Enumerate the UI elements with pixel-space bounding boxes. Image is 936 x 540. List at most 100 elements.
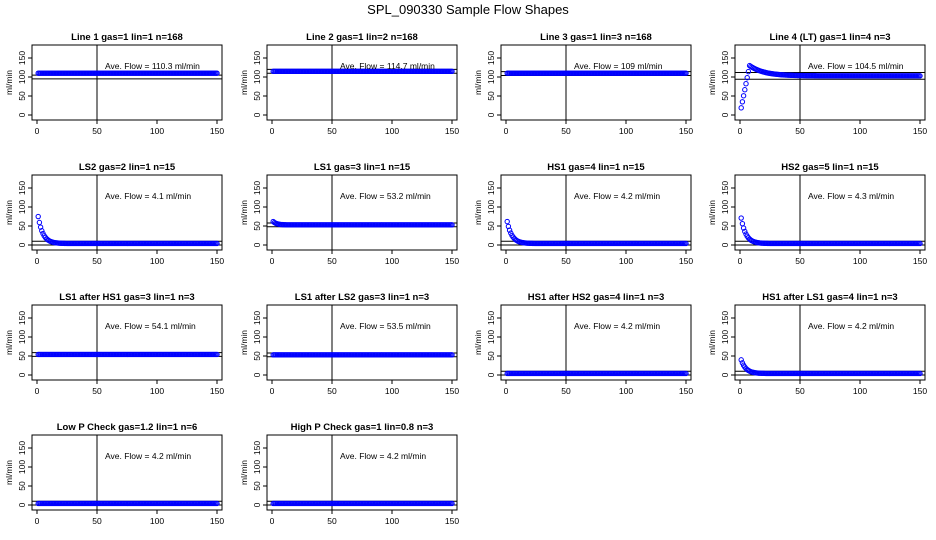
data-point [39, 228, 45, 234]
y-tick-label: 0 [720, 372, 730, 377]
x-tick-label: 150 [913, 256, 927, 266]
ave-flow-annotation: Ave. Flow = 4.1 ml/min [105, 191, 191, 201]
panel-12: HS1 after LS1 gas=4 lin=1 n=3 0 50 100 150 0 5… [707, 292, 927, 396]
y-tick-label: 50 [17, 481, 27, 491]
x-tick-label: 50 [561, 126, 571, 136]
plot-frame [266, 434, 458, 511]
ave-flow-annotation: Ave. Flow = 104.5 ml/min [808, 61, 904, 71]
x-tick-label: 100 [385, 256, 399, 266]
x-tick-label: 0 [738, 386, 743, 396]
y-tick-label: 0 [252, 372, 262, 377]
data-point [214, 500, 220, 507]
data-points [738, 215, 923, 247]
data-point [739, 220, 746, 227]
data-point [449, 352, 455, 358]
data-points [35, 70, 220, 76]
panel-title: LS1 after LS2 gas=3 lin=1 n=3 [295, 292, 429, 303]
y-tick-label: 50 [486, 91, 496, 101]
panel-5: LS2 gas=2 lin=1 n=150 50 100 150050100150ml… [4, 162, 224, 266]
plot-frame [734, 44, 926, 121]
y-tick-label: 150 [486, 181, 496, 195]
y-tick-label: 0 [17, 112, 27, 117]
panel-4: Line 4 (LT) gas=1 lin=4 n=3 0 50 100 150 0 50 1… [707, 32, 927, 136]
x-tick-label: 100 [150, 256, 164, 266]
panel-8: HS2 gas=5 lin=1 n=150 50 100 150050100150ml… [707, 162, 927, 266]
y-tick-label: 100 [252, 330, 262, 344]
panel-title: LS2 gas=2 lin=1 n=15 [79, 162, 176, 173]
x-tick-label: 0 [35, 516, 40, 526]
data-point [35, 213, 41, 220]
x-tick-label: 150 [913, 126, 927, 136]
panel-title: HS1 gas=4 lin=1 n=15 [547, 162, 645, 173]
y-tick-label: 50 [720, 351, 730, 361]
x-tick-label: 150 [210, 386, 224, 396]
x-tick-label: 0 [270, 516, 275, 526]
x-tick-label: 50 [92, 256, 102, 266]
y-tick-label: 100 [720, 70, 730, 84]
y-axis-label: ml/min [239, 460, 249, 485]
y-tick-label: 0 [720, 112, 730, 117]
y-tick-label: 50 [252, 481, 262, 491]
data-points [270, 218, 455, 228]
y-tick-label: 150 [252, 441, 262, 455]
x-tick-label: 100 [853, 126, 867, 136]
x-tick-label: 50 [92, 516, 102, 526]
panel-title: Line 3 gas=1 lin=3 n=168 [540, 32, 652, 43]
x-tick-label: 100 [619, 126, 633, 136]
data-points [270, 352, 455, 358]
plot-frame [266, 304, 458, 381]
y-tick-label: 150 [17, 311, 27, 325]
y-axis-label: ml/min [4, 200, 14, 225]
x-tick-label: 50 [327, 386, 337, 396]
data-point [214, 70, 220, 76]
data-point [449, 222, 455, 228]
y-axis-label: ml/min [4, 330, 14, 355]
data-point [738, 357, 744, 363]
plot-frame [31, 44, 223, 121]
panel-title: HS1 after LS1 gas=4 lin=1 n=3 [762, 292, 897, 303]
panel-3: Line 3 gas=1 lin=3 n=168 0 50 100 150 0 50 100 1… [473, 32, 693, 136]
data-point [743, 80, 749, 87]
panel-title: HS1 after HS2 gas=4 lin=1 n=3 [528, 292, 665, 303]
data-point [739, 99, 746, 105]
data-point [740, 225, 747, 231]
data-point [917, 370, 923, 377]
y-tick-label: 0 [17, 242, 27, 247]
y-axis-label: ml/min [707, 70, 717, 95]
data-point [504, 218, 510, 225]
data-points [35, 351, 220, 358]
x-tick-label: 100 [150, 516, 164, 526]
x-tick-label: 50 [327, 256, 337, 266]
x-tick-label: 150 [210, 516, 224, 526]
y-tick-label: 100 [486, 200, 496, 214]
y-tick-label: 50 [486, 221, 496, 231]
panel-title: Low P Check gas=1.2 lin=1 n=6 [57, 422, 198, 433]
y-tick-label: 100 [252, 200, 262, 214]
x-tick-label: 100 [150, 126, 164, 136]
y-tick-label: 150 [252, 51, 262, 65]
panel-title: HS2 gas=5 lin=1 n=15 [781, 162, 879, 173]
data-points [504, 370, 689, 377]
x-tick-label: 0 [270, 256, 275, 266]
ave-flow-annotation: Ave. Flow = 4.2 ml/min [340, 451, 426, 461]
data-point [449, 68, 455, 75]
y-axis-label: ml/min [4, 70, 14, 95]
panel-9: LS1 after HS1 gas=3 lin=1 n=3 0 50 100 150 0 5… [4, 292, 224, 396]
y-tick-label: 50 [17, 351, 27, 361]
panel-title: LS1 after HS1 gas=3 lin=1 n=3 [59, 292, 194, 303]
x-tick-label: 0 [35, 256, 40, 266]
y-tick-label: 100 [486, 330, 496, 344]
x-tick-label: 100 [150, 386, 164, 396]
y-tick-label: 150 [486, 311, 496, 325]
x-tick-label: 150 [445, 516, 459, 526]
y-tick-label: 100 [252, 70, 262, 84]
y-tick-label: 150 [17, 181, 27, 195]
x-tick-label: 0 [35, 386, 40, 396]
plot-frame [500, 174, 692, 251]
ave-flow-annotation: Ave. Flow = 114.7 ml/min [340, 61, 435, 71]
x-tick-label: 150 [210, 126, 224, 136]
x-tick-label: 0 [504, 256, 509, 266]
panel-1: Line 1 gas=1 lin=1 n=168 0 50 100 150 0 50 100 1… [4, 32, 224, 136]
x-tick-label: 0 [738, 256, 743, 266]
x-tick-label: 50 [561, 386, 571, 396]
